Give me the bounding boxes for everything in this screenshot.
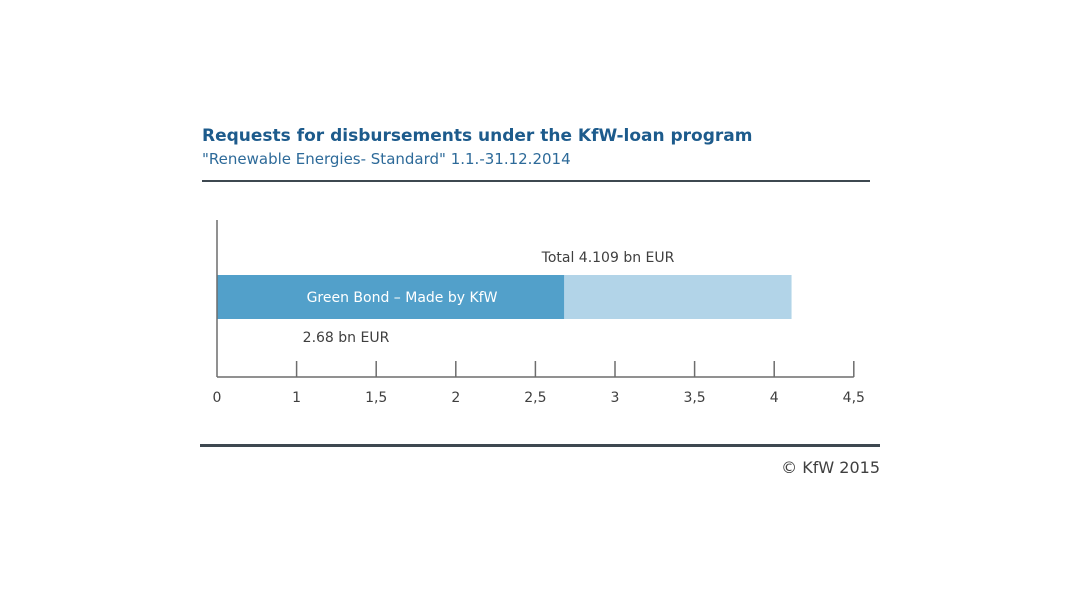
copyright-text: © KfW 2015 — [781, 458, 880, 477]
bar-green-bond — [217, 275, 565, 319]
chart-subtitle: "Renewable Energies- Standard" 1.1.-31.1… — [202, 150, 571, 168]
bar-green-bond-value-label: 2.68 bn EUR — [303, 330, 390, 346]
x-tick-label: 3 — [611, 390, 620, 406]
x-tick-label: 0 — [213, 390, 222, 406]
bar-total-value-label: Total 4.109 bn EUR — [541, 250, 675, 266]
x-tick-label: 2,5 — [524, 390, 546, 406]
x-tick-label: 1,5 — [365, 390, 387, 406]
x-tick-label: 1 — [292, 390, 301, 406]
bar-green-bond-series-label: Green Bond – Made by KfW — [307, 290, 498, 306]
x-tick-label: 3,5 — [683, 390, 705, 406]
x-tick-label: 4 — [770, 390, 779, 406]
x-tick-label: 2 — [451, 390, 460, 406]
chart-title: Requests for disbursements under the KfW… — [202, 126, 753, 146]
top-divider — [202, 180, 870, 182]
bottom-divider — [200, 444, 880, 447]
x-tick-label: 4,5 — [843, 390, 865, 406]
